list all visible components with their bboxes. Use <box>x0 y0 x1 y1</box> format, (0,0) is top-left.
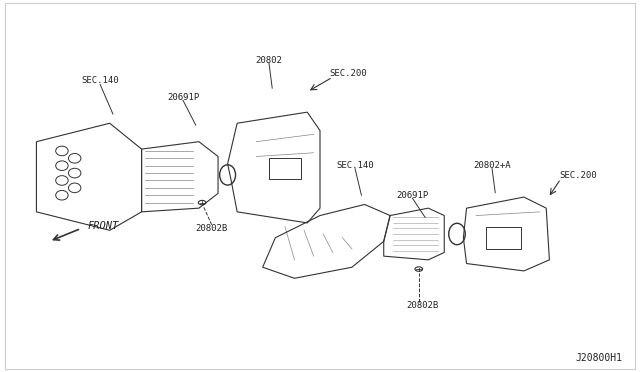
Text: 20802+A: 20802+A <box>473 161 511 170</box>
Text: 20802: 20802 <box>255 56 282 65</box>
Text: 20691P: 20691P <box>396 191 429 200</box>
Bar <box>269 158 301 179</box>
Text: SEC.200: SEC.200 <box>559 171 597 180</box>
Text: 20691P: 20691P <box>167 93 199 102</box>
Text: SEC.200: SEC.200 <box>330 69 367 78</box>
Text: SEC.140: SEC.140 <box>81 76 119 85</box>
Text: SEC.140: SEC.140 <box>336 161 374 170</box>
Bar <box>486 227 521 249</box>
Text: 20802B: 20802B <box>196 224 228 233</box>
Text: 20802B: 20802B <box>406 301 438 311</box>
Text: FRONT: FRONT <box>88 221 118 231</box>
Text: J20800H1: J20800H1 <box>576 353 623 363</box>
